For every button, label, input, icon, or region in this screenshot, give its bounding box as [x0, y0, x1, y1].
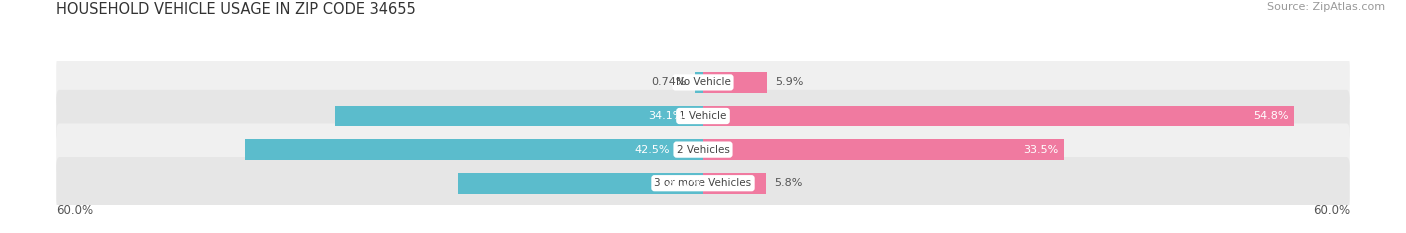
FancyBboxPatch shape — [56, 123, 1350, 176]
Bar — [703, 72, 766, 93]
Bar — [703, 106, 1294, 127]
Bar — [703, 173, 765, 194]
Text: 3 or more Vehicles: 3 or more Vehicles — [654, 178, 752, 188]
Text: 22.7%: 22.7% — [666, 178, 702, 188]
Text: 1 Vehicle: 1 Vehicle — [679, 111, 727, 121]
Text: 2 Vehicles: 2 Vehicles — [676, 145, 730, 155]
Text: 0.74%: 0.74% — [651, 77, 686, 87]
Text: 5.8%: 5.8% — [775, 178, 803, 188]
FancyBboxPatch shape — [56, 90, 1350, 142]
FancyBboxPatch shape — [56, 157, 1350, 209]
Bar — [336, 106, 703, 127]
Text: 60.0%: 60.0% — [1313, 204, 1350, 217]
Bar — [245, 139, 703, 160]
Text: 33.5%: 33.5% — [1024, 145, 1059, 155]
FancyBboxPatch shape — [56, 56, 1350, 109]
Text: 34.1%: 34.1% — [648, 111, 683, 121]
Text: Source: ZipAtlas.com: Source: ZipAtlas.com — [1267, 2, 1385, 12]
Text: No Vehicle: No Vehicle — [675, 77, 731, 87]
Legend: Owner-occupied, Renter-occupied: Owner-occupied, Renter-occupied — [572, 232, 834, 233]
Text: 42.5%: 42.5% — [634, 145, 669, 155]
Text: HOUSEHOLD VEHICLE USAGE IN ZIP CODE 34655: HOUSEHOLD VEHICLE USAGE IN ZIP CODE 3465… — [56, 2, 416, 17]
Bar — [458, 173, 703, 194]
Text: 54.8%: 54.8% — [1253, 111, 1288, 121]
Bar — [695, 72, 703, 93]
Text: 60.0%: 60.0% — [56, 204, 93, 217]
Text: 5.9%: 5.9% — [775, 77, 804, 87]
Bar — [703, 139, 1064, 160]
